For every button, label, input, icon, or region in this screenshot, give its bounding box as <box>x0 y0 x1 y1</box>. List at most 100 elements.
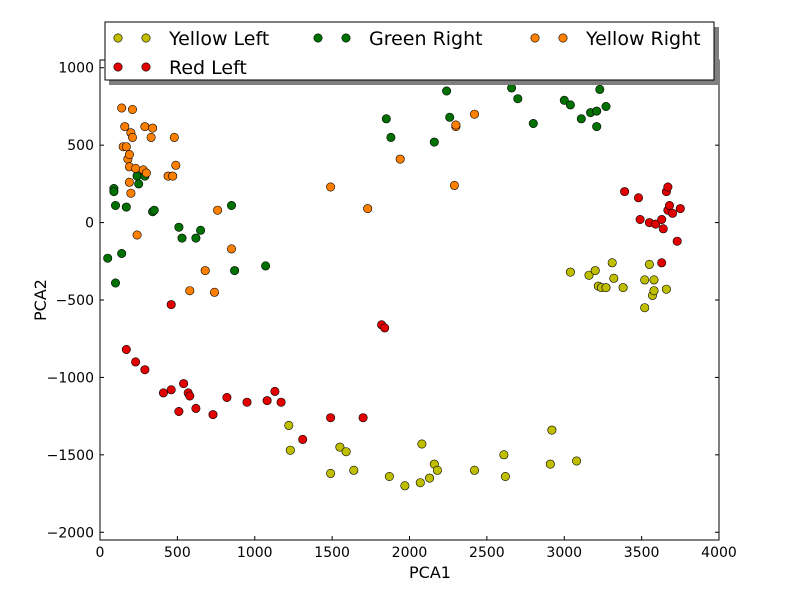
data-point-yellow-left <box>285 445 295 455</box>
data-point-red-left <box>658 224 668 234</box>
y-axis-label: PCA2 <box>31 279 50 321</box>
legend-label-yellow-right: Yellow Right <box>585 28 701 50</box>
data-point-green-right <box>196 225 206 235</box>
data-point-yellow-left <box>649 286 659 296</box>
data-point-green-right <box>381 114 391 124</box>
data-point-yellow-right <box>131 163 141 173</box>
scatter-points-layer <box>103 83 685 491</box>
data-point-red-left <box>191 403 201 413</box>
data-point-red-left <box>635 215 645 225</box>
data-point-red-left <box>131 357 141 367</box>
x-tick-label: 1000 <box>237 545 273 561</box>
data-point-yellow-right <box>213 205 223 215</box>
data-point-red-left <box>185 391 195 401</box>
y-tick-label: −1500 <box>47 448 94 464</box>
data-point-red-left <box>657 258 667 268</box>
data-point-red-left <box>140 365 150 375</box>
x-tick-label: 3000 <box>546 545 582 561</box>
data-point-yellow-left <box>335 442 345 452</box>
data-point-red-left <box>121 344 131 354</box>
data-point-yellow-right <box>128 132 138 142</box>
data-point-yellow-left <box>547 425 557 435</box>
data-point-green-right <box>528 119 538 129</box>
data-point-red-left <box>675 204 685 214</box>
data-point-yellow-left <box>601 283 611 293</box>
data-point-red-left <box>262 396 272 406</box>
data-point-yellow-left <box>590 266 600 276</box>
data-point-red-left <box>326 413 336 423</box>
data-point-green-right <box>429 137 439 147</box>
data-point-yellow-left <box>284 420 294 430</box>
data-point-green-right <box>592 106 602 116</box>
data-point-red-left <box>657 215 667 225</box>
data-point-yellow-right <box>185 286 195 296</box>
data-point-yellow-left <box>607 258 617 268</box>
data-point-yellow-right <box>171 160 181 170</box>
data-point-yellow-left <box>499 450 509 460</box>
x-tick-label: 2500 <box>469 545 505 561</box>
x-tick-label: 1500 <box>314 545 350 561</box>
data-point-yellow-right <box>121 142 131 152</box>
data-point-green-right <box>132 171 142 181</box>
legend-box <box>104 21 715 81</box>
legend-marker-yellow-left <box>141 33 151 43</box>
data-point-green-right <box>445 112 455 122</box>
data-point-green-right <box>121 202 131 212</box>
legend-marker-yellow-right <box>530 33 540 43</box>
data-point-green-right <box>261 261 271 271</box>
legend-marker-green-right <box>313 33 323 43</box>
data-point-green-right <box>386 132 396 142</box>
legend: Yellow Left Red Left Green Right Yellow Rig… <box>104 21 719 85</box>
data-point-yellow-right <box>132 230 142 240</box>
x-tick-label: 2000 <box>392 545 428 561</box>
data-point-green-right <box>559 95 569 105</box>
data-point-red-left <box>663 182 673 192</box>
x-tick-label: 3500 <box>624 545 660 561</box>
data-point-yellow-right <box>141 168 151 178</box>
data-point-yellow-left <box>661 284 671 294</box>
legend-label-green-right: Green Right <box>369 28 483 50</box>
data-point-yellow-left <box>326 468 336 478</box>
data-point-yellow-left <box>644 259 654 269</box>
y-tick-label: 500 <box>67 138 94 154</box>
data-point-yellow-left <box>572 456 582 466</box>
data-point-yellow-left <box>640 275 650 285</box>
x-tick-label: 500 <box>164 545 191 561</box>
data-point-yellow-left <box>618 283 628 293</box>
legend-marker-yellow-left <box>113 33 123 43</box>
data-point-yellow-right <box>126 188 136 198</box>
y-tick-label: −1000 <box>47 370 94 386</box>
data-point-yellow-right <box>449 180 459 190</box>
data-point-green-right <box>601 102 611 112</box>
data-point-yellow-left <box>500 471 510 481</box>
data-point-red-left <box>208 410 218 420</box>
data-point-yellow-left <box>417 439 427 449</box>
data-point-red-left <box>179 379 189 389</box>
data-point-red-left <box>633 193 643 203</box>
data-point-green-right <box>109 187 119 197</box>
data-point-green-right <box>576 114 586 124</box>
x-tick-label: 4000 <box>701 545 737 561</box>
data-point-yellow-right <box>395 154 405 164</box>
legend-marker-yellow-right <box>558 33 568 43</box>
data-point-red-left <box>380 323 390 333</box>
data-point-yellow-right <box>363 204 373 214</box>
data-point-red-left <box>664 201 674 211</box>
y-tick-label: −2000 <box>47 525 94 541</box>
data-point-red-left <box>166 385 176 395</box>
data-point-yellow-left <box>341 447 351 457</box>
data-point-green-right <box>227 201 237 211</box>
data-point-yellow-right <box>227 244 237 254</box>
data-point-yellow-right <box>117 103 127 113</box>
data-point-yellow-right <box>124 150 134 160</box>
plot-frame <box>99 59 720 541</box>
data-point-green-right <box>513 94 523 104</box>
data-point-yellow-right <box>128 105 138 115</box>
data-point-yellow-left <box>400 481 410 491</box>
data-point-yellow-left <box>640 303 650 313</box>
legend-label-red-left: Red Left <box>169 57 247 79</box>
data-point-red-left <box>298 434 308 444</box>
data-point-red-left <box>158 388 168 398</box>
data-point-green-right <box>230 266 240 276</box>
